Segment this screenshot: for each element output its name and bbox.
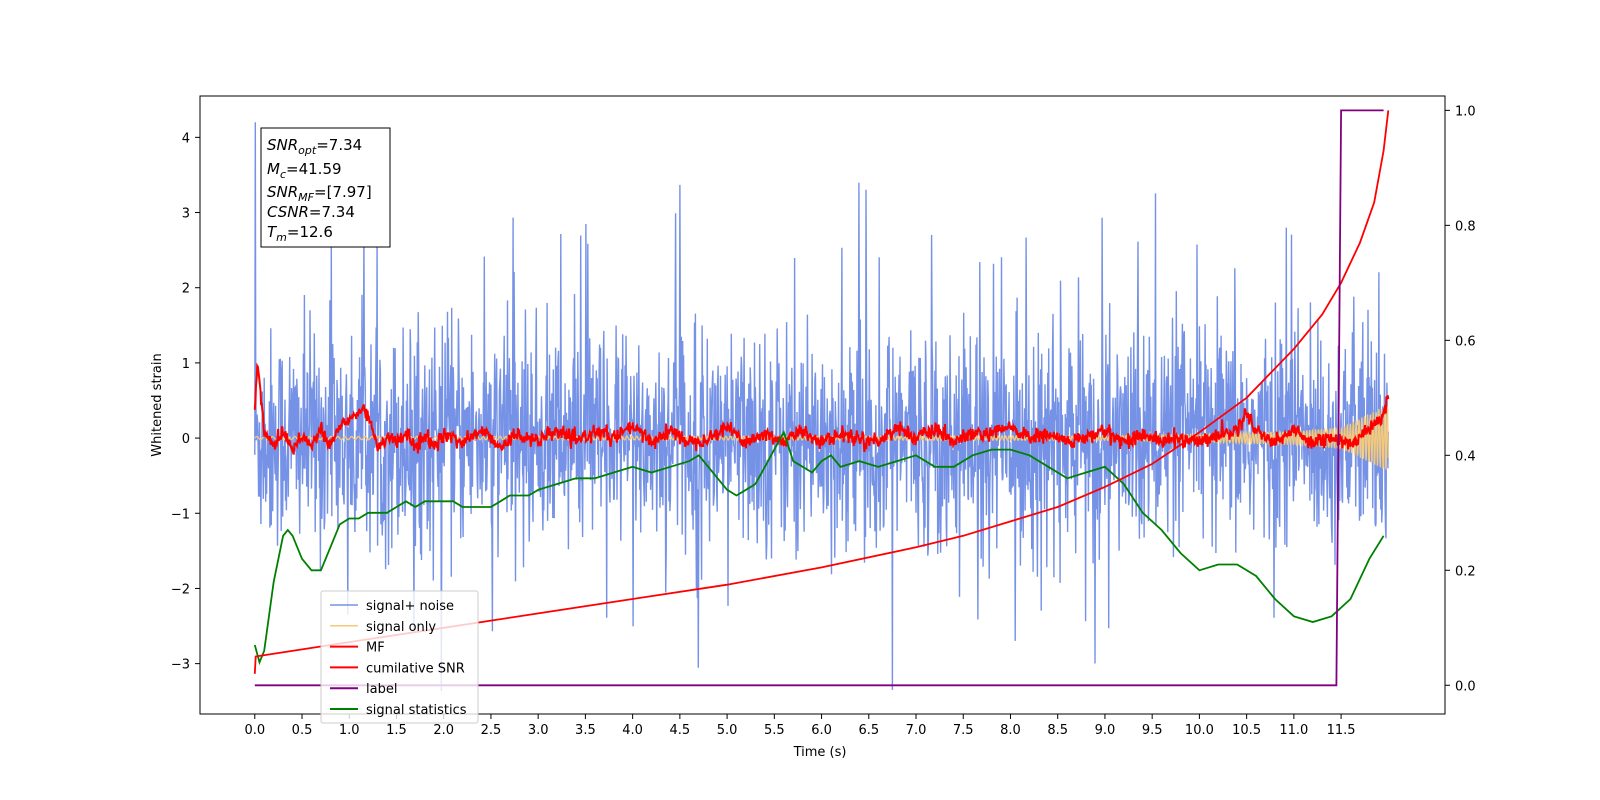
- info-snr-opt: SNRopt=7.34: [267, 136, 362, 157]
- x-tick-label: 10.5: [1232, 723, 1261, 738]
- y-tick-label: 4: [182, 131, 190, 146]
- x-tick-label: 2.0: [433, 723, 454, 738]
- legend-label: cumilative SNR: [366, 661, 465, 676]
- y-tick-label: −2: [171, 582, 190, 597]
- y-tick-label: 1: [182, 357, 190, 372]
- series-cumulative-snr: [253, 110, 1390, 674]
- x-tick-label: 0.0: [244, 723, 265, 738]
- x-tick-label: 6.5: [858, 723, 879, 738]
- series-label: [254, 109, 1384, 687]
- y-axis-right: 1.0 0.8 0.6 0.4 0.2 0.0: [1445, 104, 1476, 694]
- x-tick-label: 5.5: [764, 723, 785, 738]
- x-tick-label: 9.5: [1142, 723, 1163, 738]
- info-tm: Tm=12.6: [267, 223, 333, 244]
- x-axis-label: Time (s): [793, 745, 847, 760]
- x-tick-label: 1.5: [386, 723, 407, 738]
- plot-frame: [199, 95, 1446, 715]
- y-tick-label: 0: [182, 432, 190, 447]
- y2-tick-label: 0.0: [1455, 679, 1476, 694]
- y-tick-label: 3: [182, 207, 190, 222]
- info-snr-mf: SNRMF=[7.97]: [267, 183, 372, 204]
- y-tick-label: −3: [171, 658, 190, 673]
- y2-tick-label: 0.8: [1455, 219, 1476, 234]
- y2-tick-label: 0.2: [1455, 564, 1476, 579]
- x-tick-label: 3.5: [575, 723, 596, 738]
- x-tick-label: 7.0: [906, 723, 927, 738]
- x-tick-label: 1.0: [339, 723, 360, 738]
- x-tick-label: 6.0: [811, 723, 832, 738]
- series-signal-statistics: [253, 430, 1385, 666]
- y2-tick-label: 0.6: [1455, 334, 1476, 349]
- info-mc: Mc=41.59: [267, 160, 342, 181]
- x-tick-label: 11.0: [1279, 723, 1308, 738]
- x-tick-label: 0.5: [292, 723, 313, 738]
- info-csnr: CSNR=7.34: [267, 203, 355, 221]
- y-tick-label: −1: [171, 507, 190, 522]
- series-layer: [253, 109, 1390, 692]
- y-axis-left: 4 3 2 1 0 −1 −2 −3: [171, 131, 200, 673]
- x-tick-label: 10.0: [1185, 723, 1214, 738]
- x-tick-label: 4.0: [622, 723, 643, 738]
- series-signal-noise: [254, 122, 1389, 692]
- x-tick-label: 8.5: [1047, 723, 1068, 738]
- x-tick-label: 7.5: [953, 723, 974, 738]
- info-box: SNRopt=7.34 Mc=41.59 SNRMF=[7.97] CSNR=7…: [260, 127, 391, 248]
- legend-label: signal only: [366, 620, 436, 635]
- legend: signal+ noise signal only MF cumilative SNR…: [320, 590, 479, 724]
- x-axis: 0.0 0.5 1.0 1.5 2.0 2.5 3.0 3.5 4.0 4.5 5.0 5.5 6.0 6…: [244, 714, 1356, 738]
- x-tick-label: 2.5: [481, 723, 502, 738]
- legend-label: signal+ noise: [366, 599, 454, 614]
- legend-label: label: [366, 682, 397, 697]
- y2-tick-label: 1.0: [1455, 104, 1476, 119]
- y-tick-label: 2: [182, 282, 190, 297]
- legend-label: signal statistics: [366, 703, 467, 718]
- legend-label: MF: [366, 641, 385, 656]
- x-tick-label: 8.0: [1000, 723, 1021, 738]
- x-tick-label: 9.0: [1095, 723, 1116, 738]
- x-tick-label: 4.5: [670, 723, 691, 738]
- x-tick-label: 11.5: [1327, 723, 1356, 738]
- y-axis-label: Whitened strain: [150, 353, 165, 456]
- x-tick-label: 3.0: [528, 723, 549, 738]
- series-mf: [253, 362, 1390, 455]
- x-tick-label: 5.0: [717, 723, 738, 738]
- y2-tick-label: 0.4: [1455, 449, 1476, 464]
